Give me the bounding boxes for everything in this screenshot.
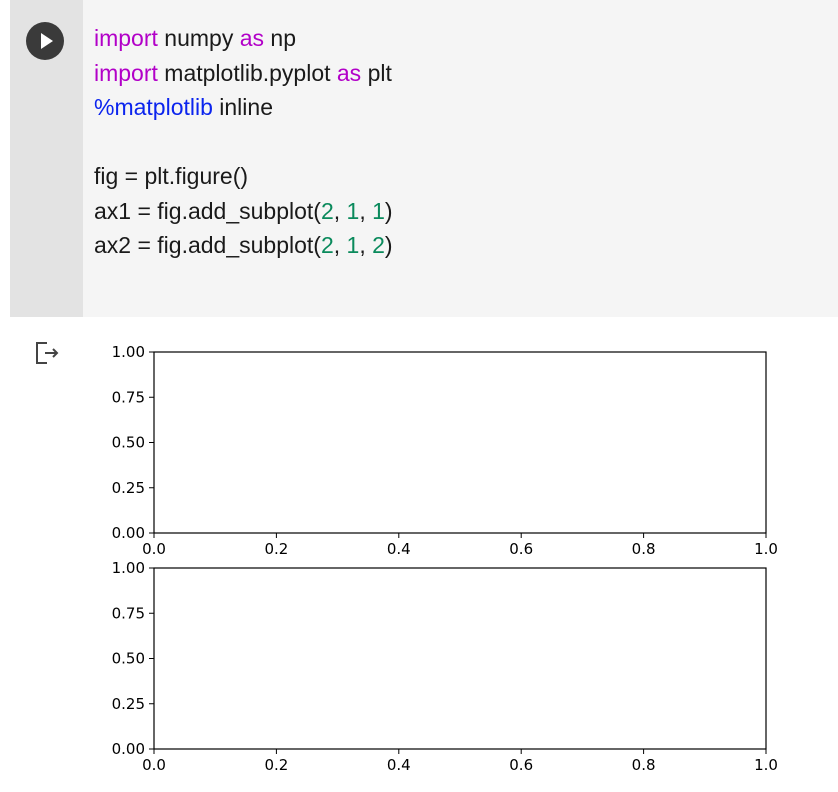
code-token: 1 — [346, 197, 360, 224]
code-token: 2 — [320, 197, 334, 224]
code-text[interactable]: import numpy as np import matplotlib.pypl… — [94, 21, 393, 263]
code-token: , — [333, 232, 347, 258]
y-tick-label: 1.00 — [112, 343, 145, 361]
axes-frame — [153, 567, 767, 750]
code-token: 1 — [372, 197, 385, 224]
code-token: ax1 = fig.add_subplot( — [94, 197, 321, 224]
code-token: ax2 = fig.add_subplot( — [94, 232, 321, 258]
code-line: ax2 = fig.add_subplot(2, 1, 2) — [94, 228, 393, 263]
x-tick-label: 0.8 — [632, 540, 656, 558]
y-tick-label: 0.00 — [112, 524, 145, 542]
code-token: 2 — [320, 232, 334, 258]
code-token: import — [94, 59, 158, 86]
x-tick-label: 1.0 — [754, 540, 778, 558]
code-cell: import numpy as np import matplotlib.pypl… — [0, 0, 838, 317]
code-token: 1 — [346, 232, 360, 258]
y-tick-label: 0.50 — [112, 434, 145, 452]
y-tick-label: 1.00 — [112, 559, 145, 577]
code-line: ax1 = fig.add_subplot(2, 1, 1) — [94, 194, 393, 229]
code-token: 2 — [372, 232, 385, 258]
subplot-axes-1: 0.0 0.2 0.4 0.6 0.8 1.0 0.00 0.25 0.50 0.75 1.00 — [112, 343, 778, 558]
code-line: import matplotlib.pyplot as plt — [94, 56, 393, 91]
code-token: import — [94, 25, 158, 51]
code-token: np — [264, 25, 297, 51]
x-tick-label: 0.0 — [142, 756, 166, 774]
play-icon — [41, 33, 53, 49]
output-figure: 0.0 0.2 0.4 0.6 0.8 1.00.000.250.500.751.000.… — [112, 343, 778, 774]
x-tick-label: 0.6 — [509, 540, 533, 558]
run-cell-button[interactable] — [26, 22, 64, 60]
x-tick-label: 0.2 — [264, 540, 288, 558]
code-token: as — [239, 25, 265, 51]
y-tick-label: 0.75 — [112, 604, 145, 622]
x-tick-label: 0.0 — [142, 540, 166, 558]
code-token: inline — [212, 94, 273, 120]
x-tick-label: 1.0 — [754, 756, 778, 774]
code-line: import numpy as np — [94, 21, 393, 56]
code-token: numpy — [157, 25, 240, 51]
y-tick-label: 0.75 — [112, 388, 145, 406]
code-editor[interactable] — [83, 0, 838, 317]
code-token: as — [336, 59, 362, 86]
code-token: matplotlib.pyplot — [157, 59, 337, 86]
y-tick-label: 0.50 — [112, 650, 145, 668]
axes-frame — [153, 351, 767, 534]
code-token: ) — [384, 197, 393, 224]
x-tick-label: 0.6 — [509, 756, 533, 774]
code-token: , — [333, 197, 347, 224]
code-token: ) — [384, 232, 393, 258]
code-token: plt — [361, 59, 392, 86]
y-tick-label: 0.25 — [112, 695, 145, 713]
x-tick-label: 0.8 — [632, 756, 656, 774]
output-arrow-icon[interactable] — [34, 340, 62, 371]
code-token: , — [359, 232, 373, 258]
y-tick-label: 0.25 — [112, 479, 145, 497]
code-token: , — [359, 197, 373, 224]
code-token: fig = plt.figure() — [94, 163, 249, 189]
code-line: fig = plt.figure() — [94, 159, 393, 194]
x-tick-label: 0.4 — [387, 756, 411, 774]
x-tick-label: 0.4 — [387, 540, 411, 558]
subplot-axes-2: 0.0 0.2 0.4 0.6 0.8 1.0 0.00 0.25 0.50 0.75 1.00 — [112, 559, 778, 774]
code-token: %matplotlib — [94, 94, 213, 120]
code-line — [94, 125, 393, 160]
x-tick-label: 0.2 — [264, 756, 288, 774]
code-line: %matplotlib inline — [94, 90, 393, 125]
y-tick-label: 0.00 — [112, 740, 145, 758]
